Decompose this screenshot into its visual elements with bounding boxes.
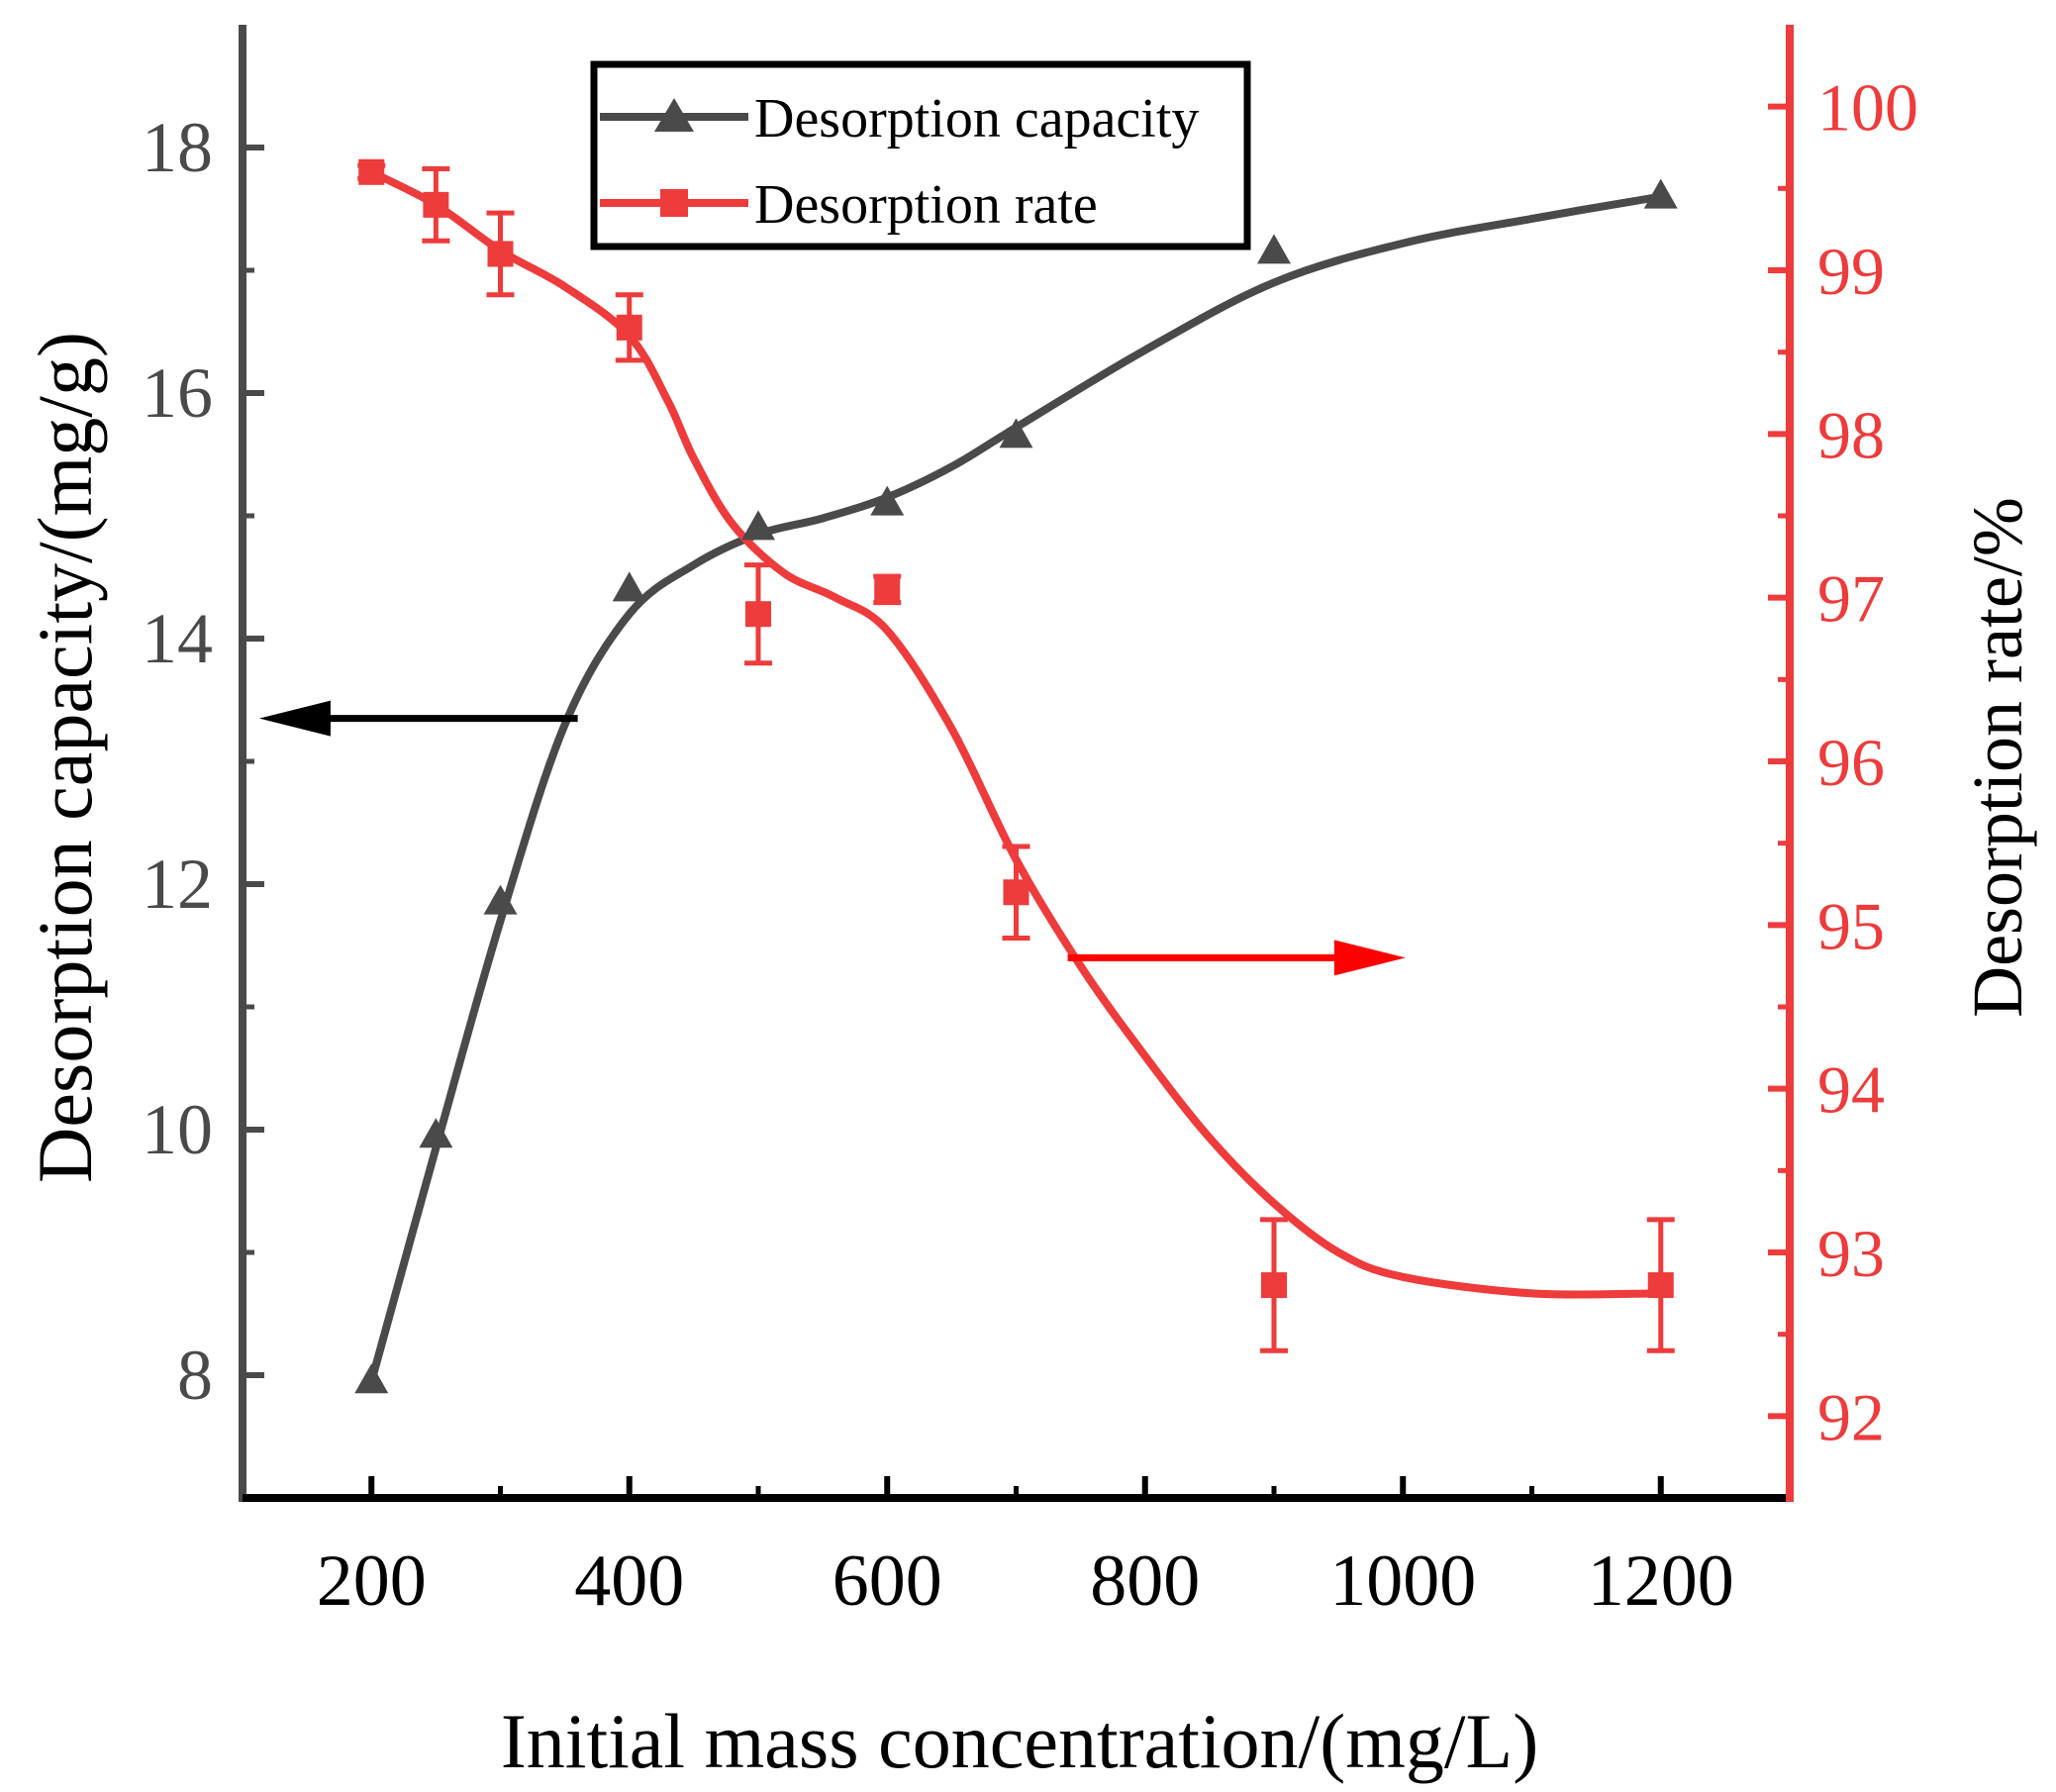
x-tick-label: 1000 bbox=[1329, 1541, 1476, 1622]
x-axis-title: Initial mass concentration/(mg/L) bbox=[501, 1698, 1538, 1784]
point-triangle bbox=[1257, 234, 1291, 264]
arrow-right-head bbox=[1333, 940, 1406, 976]
point-square bbox=[1261, 1272, 1287, 1299]
point-triangle bbox=[1643, 178, 1678, 209]
point-square bbox=[745, 601, 771, 628]
x-tick-label: 400 bbox=[574, 1541, 684, 1622]
y-right-tick-label: 95 bbox=[1817, 888, 1885, 963]
y-right-tick-label: 97 bbox=[1817, 561, 1885, 637]
y-left-tick-label: 14 bbox=[142, 599, 213, 678]
y-left-axis-title: Desorption capacity/(mg/g) bbox=[22, 332, 108, 1183]
point-triangle bbox=[612, 571, 646, 602]
legend-marker-square bbox=[660, 189, 688, 217]
y-right-tick-label: 98 bbox=[1817, 397, 1885, 472]
y-left-tick-label: 12 bbox=[142, 845, 213, 924]
y-right-tick-label: 94 bbox=[1817, 1052, 1885, 1128]
point-square bbox=[423, 191, 449, 218]
point-square bbox=[1003, 879, 1029, 906]
point-square bbox=[1647, 1272, 1674, 1299]
legend-box bbox=[590, 60, 1251, 250]
fitted-curves bbox=[367, 168, 1662, 1383]
legend-label-rate: Desorption rate bbox=[754, 174, 1098, 236]
y-right-tick-label: 100 bbox=[1817, 70, 1918, 146]
point-square bbox=[616, 314, 642, 341]
data-markers bbox=[354, 158, 1678, 1394]
y-right-tick-label: 92 bbox=[1817, 1379, 1885, 1454]
x-tick-label: 800 bbox=[1090, 1541, 1200, 1622]
annotations bbox=[258, 700, 1406, 976]
x-tick-label: 200 bbox=[317, 1541, 427, 1622]
series-curve-0 bbox=[367, 192, 1662, 1383]
y-right-tick-label: 93 bbox=[1817, 1216, 1885, 1291]
ticks: 200 400 600 800 1000 1200 8 10 12 14 16 18 92 93 94 95 9… bbox=[142, 70, 1918, 1622]
point-triangle bbox=[999, 418, 1033, 448]
point-triangle bbox=[870, 485, 905, 516]
point-triangle bbox=[354, 1363, 389, 1394]
point-square bbox=[487, 241, 514, 267]
point-triangle bbox=[483, 884, 518, 915]
series-curve-1 bbox=[369, 168, 1661, 1299]
x-tick-label: 1200 bbox=[1588, 1541, 1734, 1622]
legend: Desorption capacity Desorption rate bbox=[590, 60, 1251, 250]
y-right-tick-label: 96 bbox=[1817, 725, 1885, 800]
y-right-axis-title: Desorption rate/% bbox=[1958, 497, 2037, 1018]
y-left-tick-label: 16 bbox=[142, 353, 213, 433]
y-right-tick-label: 99 bbox=[1817, 234, 1885, 309]
point-triangle bbox=[419, 1118, 453, 1148]
point-square bbox=[874, 576, 901, 603]
point-triangle bbox=[741, 510, 775, 541]
y-left-tick-label: 10 bbox=[142, 1090, 213, 1169]
y-left-tick-label: 8 bbox=[177, 1336, 213, 1415]
x-tick-label: 600 bbox=[832, 1541, 942, 1622]
y-left-tick-label: 18 bbox=[142, 108, 213, 187]
legend-marker-triangle bbox=[654, 98, 694, 132]
point-square bbox=[358, 158, 385, 185]
legend-label-capacity: Desorption capacity bbox=[754, 88, 1199, 149]
arrow-left-head bbox=[258, 700, 331, 737]
